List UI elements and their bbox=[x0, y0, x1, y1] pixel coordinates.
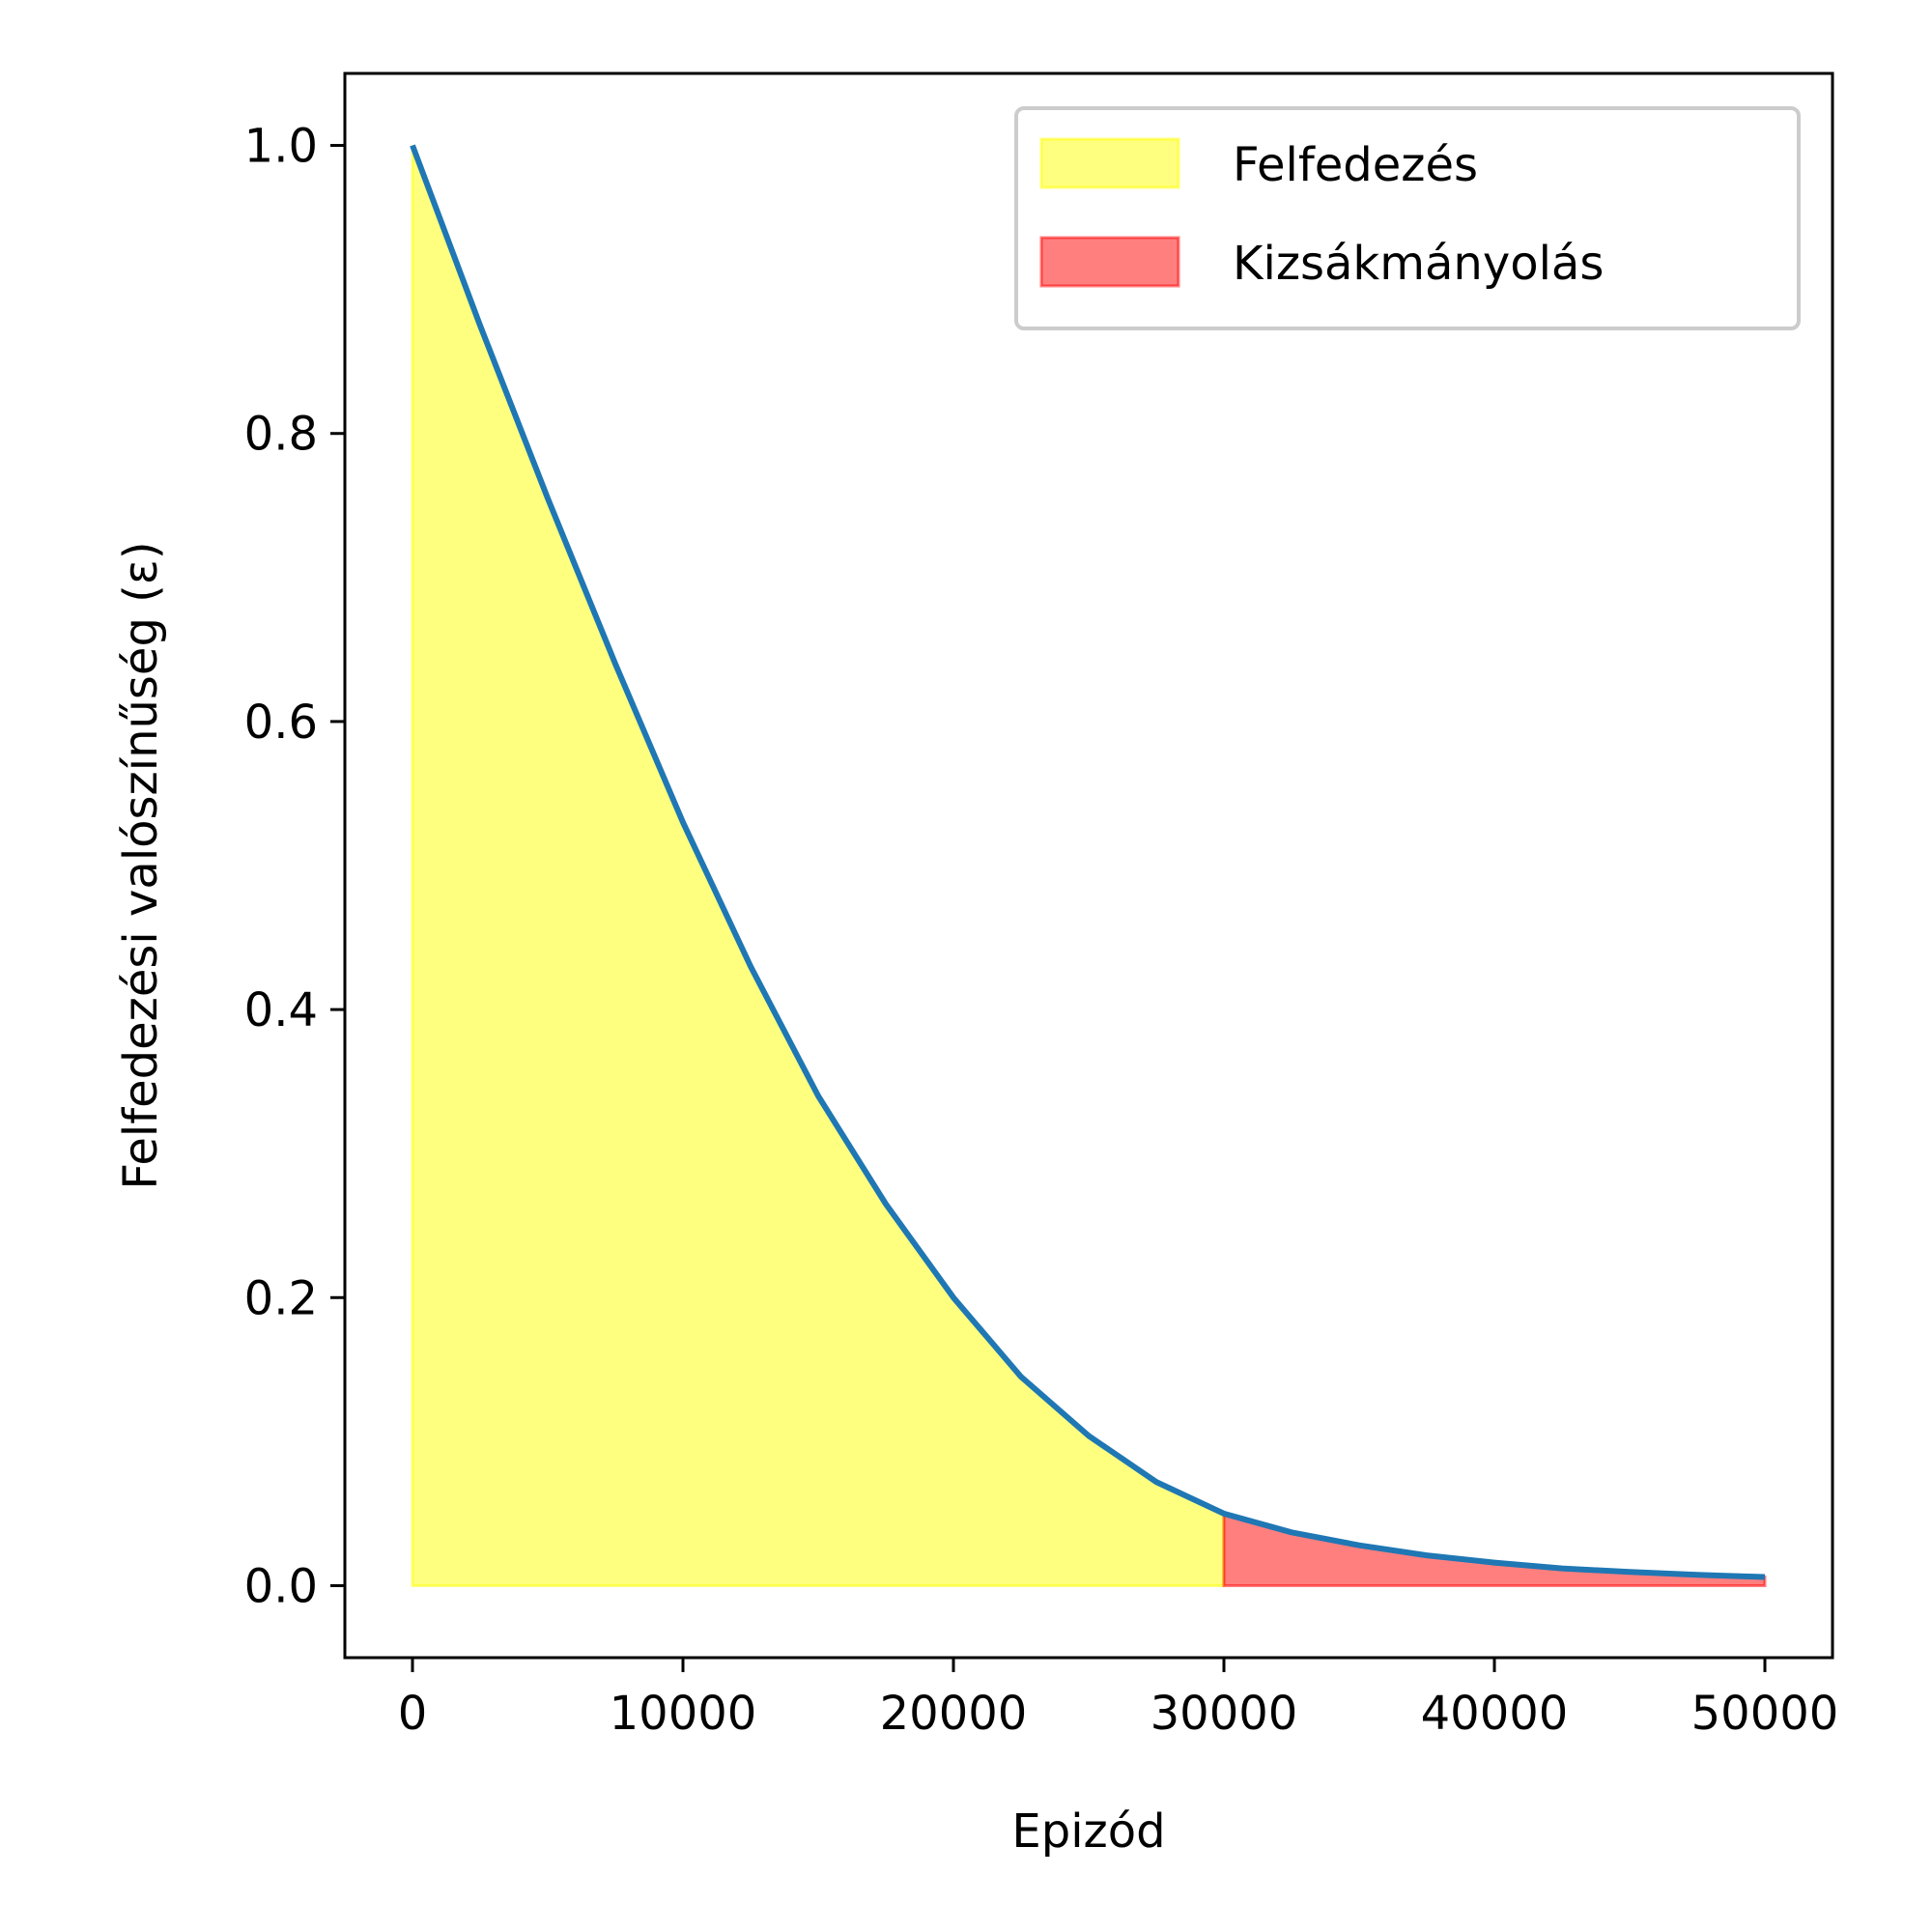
y-tick-label: 0.6 bbox=[244, 696, 318, 750]
y-tick-label: 0.8 bbox=[244, 408, 318, 462]
x-tick-label: 20000 bbox=[880, 1687, 1028, 1741]
x-axis-ticks: 0 10000 20000 30000 40000 50000 bbox=[398, 1658, 1839, 1741]
y-tick-label: 1.0 bbox=[244, 120, 318, 174]
x-tick-label: 50000 bbox=[1691, 1687, 1839, 1741]
y-tick-label: 0.0 bbox=[244, 1559, 318, 1613]
y-tick-label: 0.4 bbox=[244, 983, 318, 1037]
x-tick-label: 40000 bbox=[1421, 1687, 1569, 1741]
x-axis-title: Epizód bbox=[1011, 1804, 1165, 1859]
y-tick-label: 0.2 bbox=[244, 1271, 318, 1325]
curve-layer bbox=[410, 144, 1766, 1580]
x-tick-label: 0 bbox=[398, 1687, 428, 1741]
legend-swatch-exploration bbox=[1039, 137, 1180, 189]
x-tick-label: 10000 bbox=[610, 1687, 757, 1741]
legend: Felfedezés Kizsákmányolás bbox=[1014, 106, 1801, 330]
legend-label-exploitation: Kizsákmányolás bbox=[1233, 237, 1604, 291]
x-tick-label: 30000 bbox=[1151, 1687, 1298, 1741]
y-axis-ticks: 0.0 0.2 0.4 0.6 0.8 1.0 bbox=[244, 120, 345, 1613]
legend-frame bbox=[1014, 106, 1801, 330]
y-axis-title: Felfedezési valószínűség (ε) bbox=[114, 541, 168, 1189]
legend-label-exploration: Felfedezés bbox=[1233, 138, 1478, 192]
epsilon-curve bbox=[410, 144, 1766, 1580]
plot-frame bbox=[343, 71, 1834, 1660]
legend-swatch-exploitation bbox=[1039, 236, 1180, 288]
